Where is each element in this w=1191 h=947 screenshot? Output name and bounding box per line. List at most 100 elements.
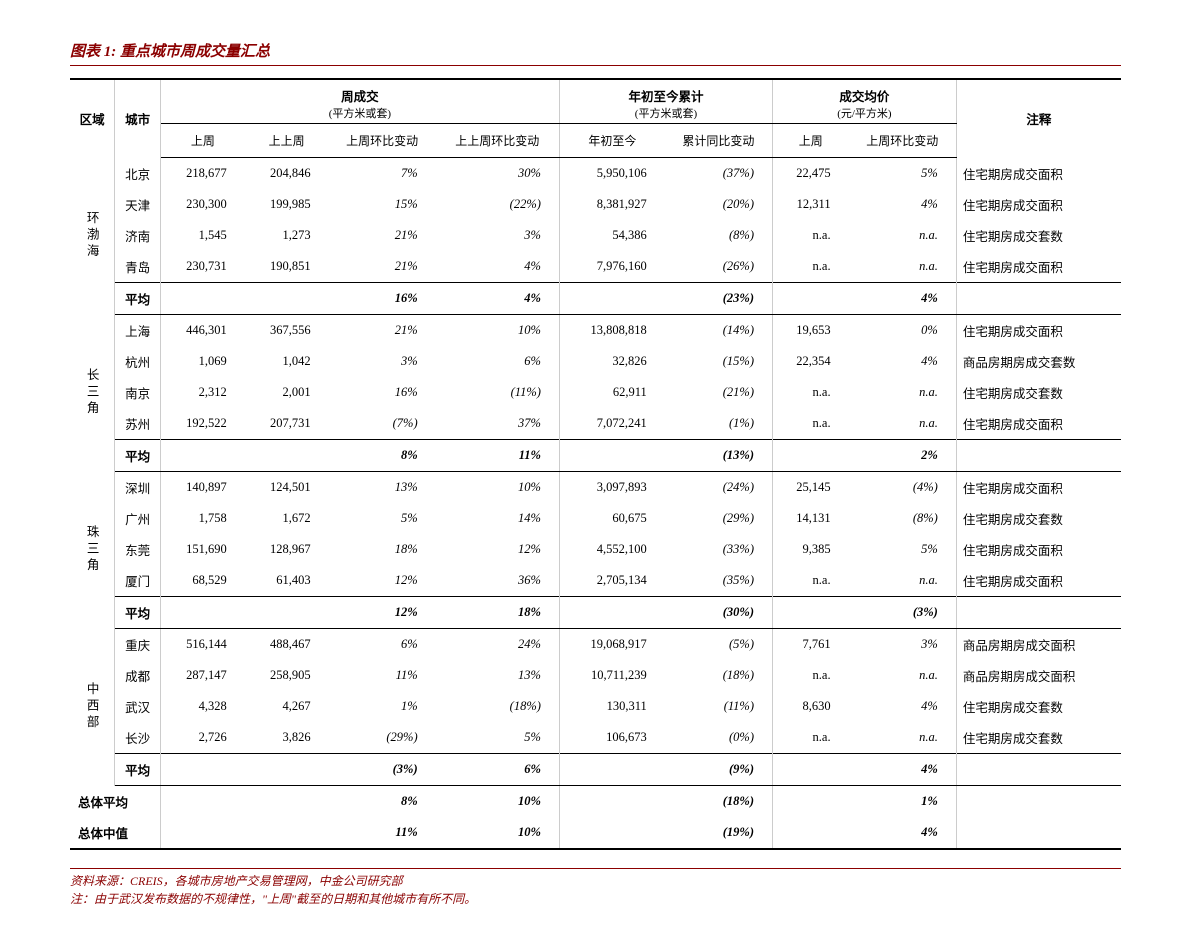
ytd-cell: 54,386 <box>559 220 664 251</box>
ytd-cell: 32,826 <box>559 346 664 377</box>
city-cell: 成都 <box>115 660 161 691</box>
ytd-cell: 62,911 <box>559 377 664 408</box>
ytd-cell: 2,705,134 <box>559 565 664 597</box>
yoy-cell: (11%) <box>665 691 773 722</box>
total-wow: 11% <box>329 817 436 849</box>
city-cell: 广州 <box>115 503 161 534</box>
pricewow-cell: 3% <box>849 628 957 660</box>
avg-label: 平均 <box>115 753 161 785</box>
note-cell: 住宅期房成交面积 <box>956 158 1121 189</box>
table-row: 珠三角深圳 140,897 124,501 13% 10% 3,097,893 … <box>70 471 1121 503</box>
wow-cell: 11% <box>329 660 436 691</box>
wow-cell: 21% <box>329 251 436 283</box>
table-row: 东莞 151,690 128,967 18% 12% 4,552,100 (33… <box>70 534 1121 565</box>
city-cell: 北京 <box>115 158 161 189</box>
wow-cell: 13% <box>329 471 436 503</box>
pwow-cell: (11%) <box>436 377 560 408</box>
ytd-cell: 13,808,818 <box>559 314 664 346</box>
pricewow-cell: n.a. <box>849 251 957 283</box>
price-cell: 12,311 <box>773 189 849 220</box>
pwow-cell: (18%) <box>436 691 560 722</box>
ytd-cell: 7,072,241 <box>559 408 664 440</box>
region-label: 中西部 <box>70 628 115 785</box>
avg-yoy: (30%) <box>665 596 773 628</box>
pricewow-cell: 5% <box>849 158 957 189</box>
total-pricewow: 4% <box>849 817 957 849</box>
avg-label: 平均 <box>115 596 161 628</box>
yoy-cell: (24%) <box>665 471 773 503</box>
table-row: 广州 1,758 1,672 5% 14% 60,675 (29%) 14,13… <box>70 503 1121 534</box>
yoy-cell: (35%) <box>665 565 773 597</box>
city-cell: 上海 <box>115 314 161 346</box>
lw-cell: 1,545 <box>160 220 244 251</box>
yoy-cell: (1%) <box>665 408 773 440</box>
avg-pwow: 11% <box>436 439 560 471</box>
col-ytd: 年初至今 <box>559 124 664 158</box>
pricewow-cell: (8%) <box>849 503 957 534</box>
price-cell: n.a. <box>773 220 849 251</box>
pw-cell: 61,403 <box>245 565 329 597</box>
pw-cell: 258,905 <box>245 660 329 691</box>
ytd-cell: 4,552,100 <box>559 534 664 565</box>
price-cell: 25,145 <box>773 471 849 503</box>
pw-cell: 199,985 <box>245 189 329 220</box>
avg-yoy: (9%) <box>665 753 773 785</box>
wow-cell: 6% <box>329 628 436 660</box>
price-cell: n.a. <box>773 251 849 283</box>
price-cell: n.a. <box>773 565 849 597</box>
total-label: 总体中值 <box>70 817 160 849</box>
pwow-cell: 10% <box>436 471 560 503</box>
avg-pricewow: (3%) <box>849 596 957 628</box>
pricewow-cell: 4% <box>849 691 957 722</box>
pwow-cell: 6% <box>436 346 560 377</box>
note-cell: 住宅期房成交面积 <box>956 565 1121 597</box>
lw-cell: 446,301 <box>160 314 244 346</box>
chart-title: 图表 1: 重点城市周成交量汇总 <box>70 40 1121 66</box>
pw-cell: 204,846 <box>245 158 329 189</box>
table-row: 中西部重庆 516,144 488,467 6% 24% 19,068,917 … <box>70 628 1121 660</box>
lw-cell: 287,147 <box>160 660 244 691</box>
table-row: 济南 1,545 1,273 21% 3% 54,386 (8%) n.a. n… <box>70 220 1121 251</box>
ytd-cell: 19,068,917 <box>559 628 664 660</box>
table-row: 苏州 192,522 207,731 (7%) 37% 7,072,241 (1… <box>70 408 1121 440</box>
lw-cell: 151,690 <box>160 534 244 565</box>
price-cell: 19,653 <box>773 314 849 346</box>
wow-cell: (29%) <box>329 722 436 754</box>
total-row: 总体平均 8% 10% (18%) 1% <box>70 785 1121 817</box>
pricewow-cell: 0% <box>849 314 957 346</box>
pw-cell: 124,501 <box>245 471 329 503</box>
pw-cell: 207,731 <box>245 408 329 440</box>
pw-cell: 190,851 <box>245 251 329 283</box>
pwow-cell: 10% <box>436 314 560 346</box>
lw-cell: 4,328 <box>160 691 244 722</box>
note-cell: 住宅期房成交面积 <box>956 534 1121 565</box>
col-lw: 上周 <box>160 124 244 158</box>
pwow-cell: 30% <box>436 158 560 189</box>
pwow-cell: 14% <box>436 503 560 534</box>
pwow-cell: 3% <box>436 220 560 251</box>
table-row: 青岛 230,731 190,851 21% 4% 7,976,160 (26%… <box>70 251 1121 283</box>
note-cell: 住宅期房成交套数 <box>956 503 1121 534</box>
city-cell: 南京 <box>115 377 161 408</box>
region-avg-row: 平均 (3%) 6% (9%) 4% <box>70 753 1121 785</box>
lw-cell: 230,731 <box>160 251 244 283</box>
col-pw: 上上周 <box>245 124 329 158</box>
avg-yoy: (13%) <box>665 439 773 471</box>
pw-cell: 4,267 <box>245 691 329 722</box>
data-table: 区域 城市 周成交(平方米或套) 年初至今累计(平方米或套) 成交均价(元/平方… <box>70 78 1121 850</box>
price-cell: 8,630 <box>773 691 849 722</box>
note-cell: 住宅期房成交面积 <box>956 189 1121 220</box>
avg-pwow: 4% <box>436 282 560 314</box>
wow-cell: 16% <box>329 377 436 408</box>
total-yoy: (18%) <box>665 785 773 817</box>
avg-yoy: (23%) <box>665 282 773 314</box>
wow-cell: 1% <box>329 691 436 722</box>
pricewow-cell: n.a. <box>849 220 957 251</box>
wow-cell: 21% <box>329 314 436 346</box>
note-cell: 住宅期房成交套数 <box>956 691 1121 722</box>
pricewow-cell: n.a. <box>849 408 957 440</box>
ytd-cell: 8,381,927 <box>559 189 664 220</box>
pricewow-cell: n.a. <box>849 660 957 691</box>
pw-cell: 1,042 <box>245 346 329 377</box>
lw-cell: 516,144 <box>160 628 244 660</box>
